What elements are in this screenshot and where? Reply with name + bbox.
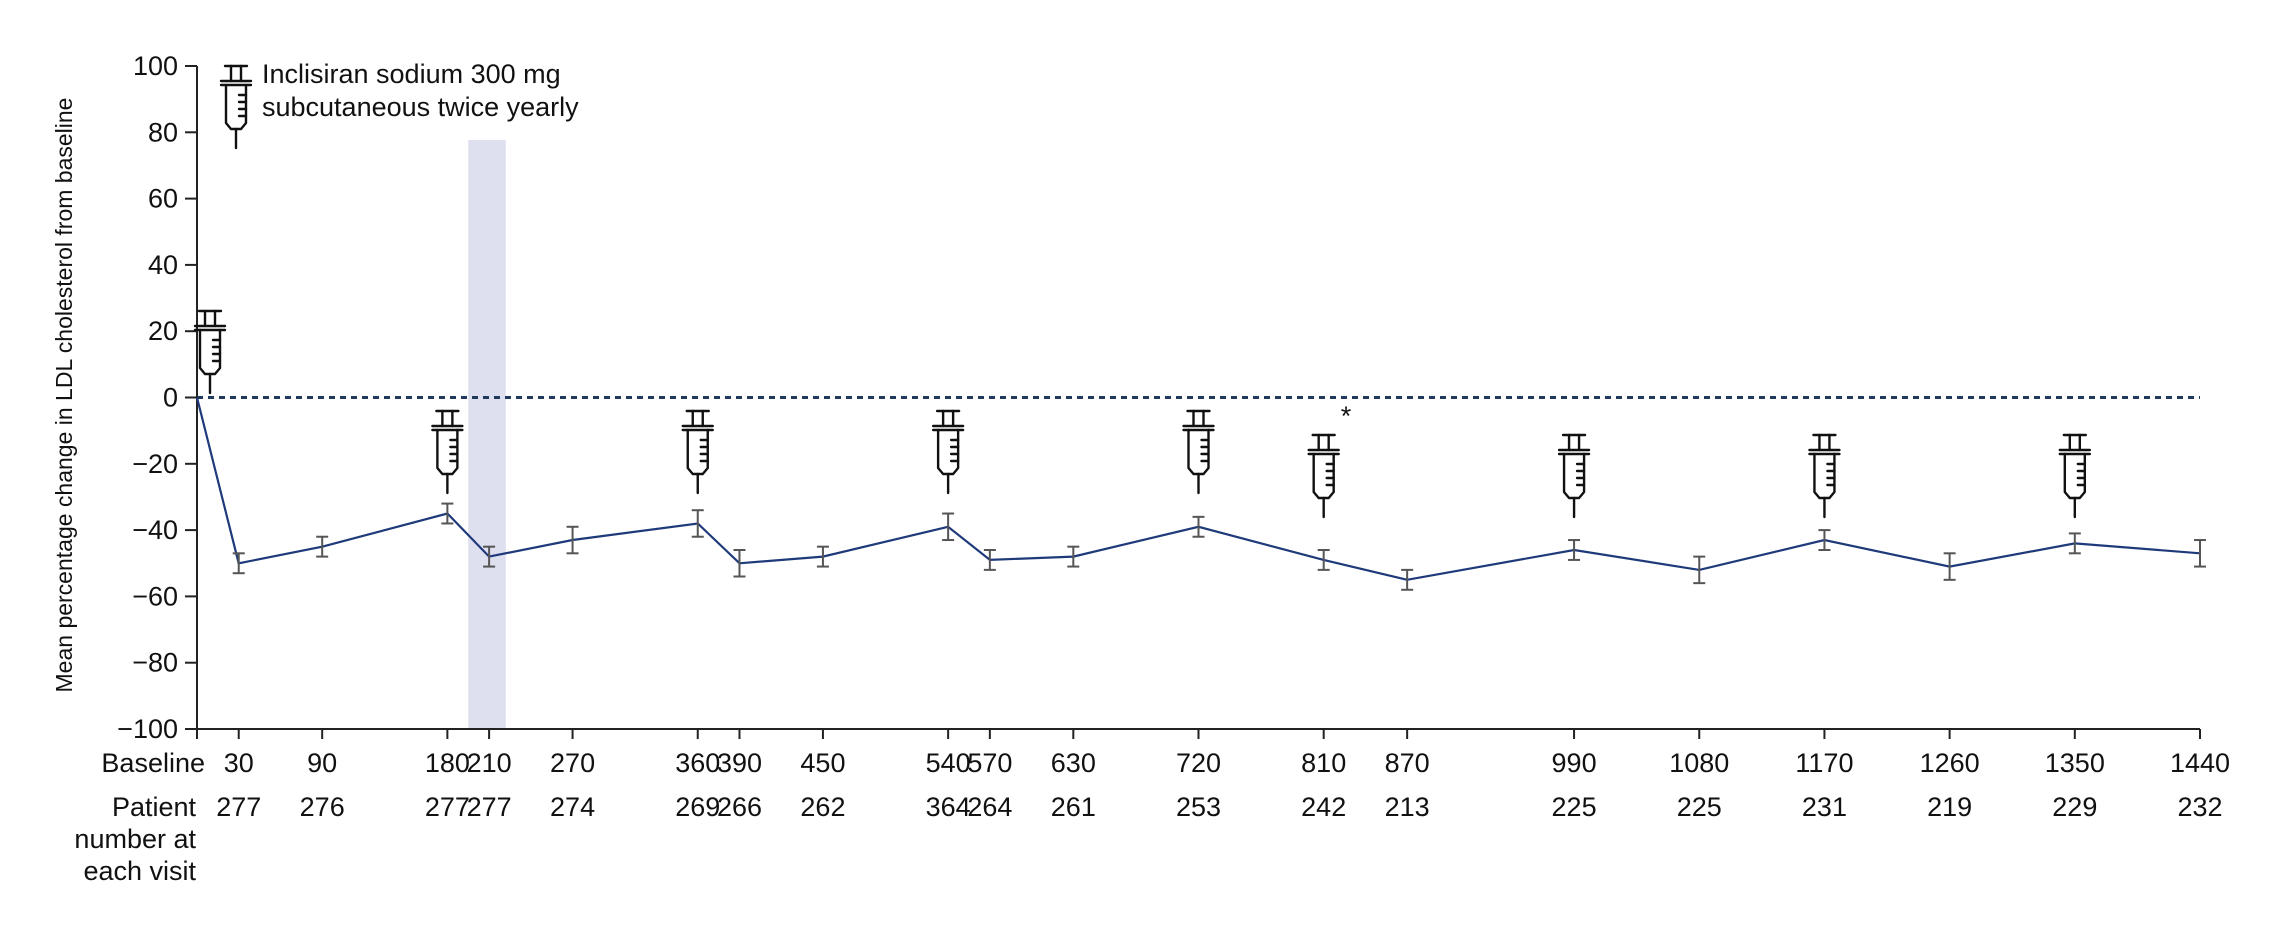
series-layer	[195, 397, 2206, 591]
patient-number: 231	[1802, 792, 1847, 822]
error-bar	[1401, 568, 1414, 591]
error-bar	[2068, 532, 2081, 555]
syringe-icon	[431, 409, 464, 495]
y-axis-label: Mean percentage change in LDL cholestero…	[51, 98, 77, 693]
x-tick-label: 360	[675, 748, 720, 778]
error-bar	[483, 545, 496, 568]
patient-number: 277	[425, 792, 470, 822]
x-tick-label: 450	[800, 748, 845, 778]
syringe-icon	[193, 309, 227, 395]
y-tick-label: 100	[133, 51, 178, 81]
patient-row-label: number at	[74, 824, 196, 854]
y-tick-label: 20	[148, 316, 178, 346]
y-tick-label: −20	[132, 449, 178, 479]
patient-number: 261	[1051, 792, 1096, 822]
syringe-icon	[1307, 433, 1340, 519]
injection-icons	[193, 64, 2092, 519]
syringe-icon	[681, 409, 714, 495]
error-bar	[1317, 548, 1330, 571]
x-tick-label: 270	[550, 748, 595, 778]
patient-number: 276	[300, 792, 345, 822]
x-tick-label: 990	[1552, 748, 1597, 778]
patient-number: 277	[467, 792, 512, 822]
y-tick-label: −100	[117, 714, 178, 744]
x-tick-label: 180	[425, 748, 470, 778]
shaded-band	[468, 140, 506, 729]
y-tick-label: 60	[148, 184, 178, 214]
shaded-band-layer	[468, 140, 506, 729]
patient-row-label: each visit	[83, 856, 196, 886]
syringe-icon	[1182, 409, 1215, 495]
patient-number: 232	[2177, 792, 2222, 822]
patient-number: 269	[675, 792, 720, 822]
error-bar	[2194, 539, 2206, 568]
error-bar	[1818, 529, 1831, 551]
x-tick-label: 1170	[1795, 748, 1853, 778]
x-tick-label: 90	[307, 748, 337, 778]
x-tick-label: 720	[1176, 748, 1221, 778]
error-bar	[691, 509, 704, 538]
error-bar	[316, 535, 329, 558]
patient-row-label: Patient	[112, 792, 197, 822]
error-bar	[232, 552, 245, 575]
patient-number: 262	[800, 792, 845, 822]
y-tick-label: −80	[132, 648, 178, 678]
syringe-icon	[931, 409, 965, 495]
x-tick-label: 810	[1301, 748, 1346, 778]
error-bar	[1067, 545, 1080, 568]
x-tick-label: 210	[467, 748, 512, 778]
patient-number: 242	[1301, 792, 1346, 822]
syringe-icon	[1557, 433, 1591, 519]
patient-number: 274	[550, 792, 595, 822]
patient-number: 253	[1176, 792, 1221, 822]
error-bar	[733, 548, 746, 578]
x-tick-label: 30	[224, 748, 254, 778]
patient-number: 266	[717, 792, 762, 822]
legend-syringe-icon	[219, 64, 253, 150]
patient-number: 364	[926, 792, 971, 822]
y-tick-label: 0	[163, 383, 178, 413]
legend-line-1: Inclisiran sodium 300 mg	[262, 59, 561, 89]
x-tick-label: 570	[967, 748, 1012, 778]
error-bar	[441, 502, 454, 525]
x-tick-label: 1080	[1669, 748, 1729, 778]
x-tick-label: Baseline	[101, 748, 205, 778]
patient-number: 225	[1552, 792, 1597, 822]
legend-line-2: subcutaneous twice yearly	[262, 92, 579, 122]
y-tick-label: 80	[148, 117, 178, 147]
asterisk-note: *	[1341, 401, 1352, 431]
error-bar	[1693, 555, 1706, 585]
y-tick-label: −40	[132, 515, 178, 545]
patient-number: 264	[967, 792, 1012, 822]
x-tick-label: 1260	[1920, 748, 1980, 778]
y-tick-label: 40	[148, 250, 178, 280]
x-tick-label: 390	[717, 748, 762, 778]
x-tick-label: 540	[926, 748, 971, 778]
error-bar	[942, 512, 955, 542]
patient-number: 277	[216, 792, 261, 822]
y-tick-label: −60	[132, 581, 178, 611]
error-bar	[816, 545, 829, 568]
patient-number: 213	[1385, 792, 1430, 822]
syringe-icon	[1808, 433, 1841, 519]
x-tick-label: 870	[1385, 748, 1430, 778]
error-bar	[1192, 515, 1205, 538]
x-tick-label: 630	[1051, 748, 1096, 778]
x-tick-label: 1350	[2045, 748, 2105, 778]
syringe-icon	[2058, 433, 2092, 519]
error-bar	[983, 548, 996, 571]
error-bar	[566, 525, 579, 555]
patient-number: 219	[1927, 792, 1972, 822]
error-bar	[1943, 552, 1956, 581]
labels: Mean percentage change in LDL cholestero…	[51, 51, 2230, 886]
patient-number: 225	[1677, 792, 1722, 822]
x-tick-label: 1440	[2170, 748, 2230, 778]
error-bar	[1568, 539, 1581, 561]
patient-number: 229	[2052, 792, 2097, 822]
